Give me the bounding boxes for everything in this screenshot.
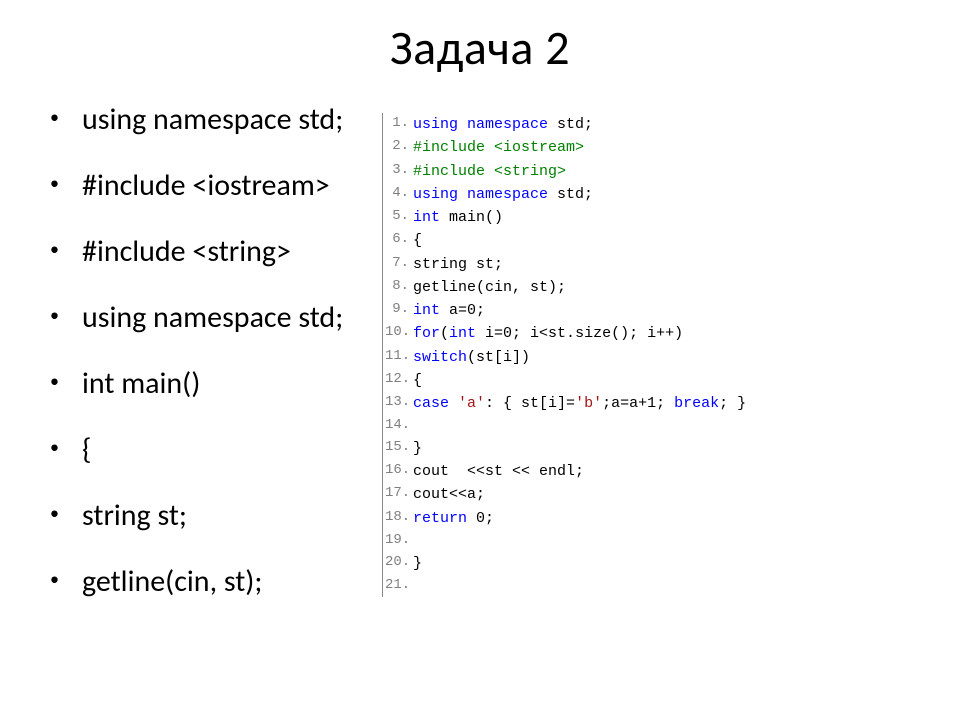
bullet-item: { [46, 435, 386, 465]
line-number: 14. [385, 415, 413, 437]
code-line: 11.switch(st[i]) [385, 346, 862, 369]
code-content: return 0; [413, 507, 494, 530]
line-number: 21. [385, 575, 413, 597]
code-line: 20.} [385, 552, 862, 575]
line-number: 17. [385, 483, 413, 506]
line-number: 13. [385, 392, 413, 415]
bullet-item: using namespace std; [46, 105, 386, 135]
code-line: 1.using namespace std; [385, 113, 862, 136]
bullet-item: getline(cin, st); [46, 567, 386, 597]
line-number: 7. [385, 253, 413, 276]
line-number: 18. [385, 507, 413, 530]
content-area: using namespace std; #include <iostream>… [0, 105, 960, 633]
code-content: cout <<st << endl; [413, 460, 584, 483]
code-line: 6.{ [385, 229, 862, 252]
code-line: 18.return 0; [385, 507, 862, 530]
slide-title: Задача 2 [0, 0, 960, 105]
line-number: 15. [385, 437, 413, 460]
line-number: 1. [385, 113, 413, 136]
line-number: 10. [385, 322, 413, 345]
code-content: { [413, 229, 422, 252]
line-number: 6. [385, 229, 413, 252]
bullet-item: string st; [46, 501, 386, 531]
code-content: for(int i=0; i<st.size(); i++) [413, 322, 683, 345]
line-number: 2. [385, 136, 413, 159]
code-panel: 1.using namespace std;2.#include <iostre… [382, 113, 862, 597]
code-line: 16.cout <<st << endl; [385, 460, 862, 483]
code-content: case 'a': { st[i]='b';a=a+1; break; } [413, 392, 746, 415]
line-number: 19. [385, 530, 413, 552]
bullet-item: int main() [46, 369, 386, 399]
code-content: #include <string> [413, 160, 566, 183]
code-line: 5.int main() [385, 206, 862, 229]
code-line: 2.#include <iostream> [385, 136, 862, 159]
code-line: 14. [385, 415, 862, 437]
code-line: 12.{ [385, 369, 862, 392]
code-line: 17.cout<<a; [385, 483, 862, 506]
code-line: 15.} [385, 437, 862, 460]
code-content: switch(st[i]) [413, 346, 530, 369]
code-content: } [413, 437, 422, 460]
code-content: { [413, 369, 422, 392]
code-line: 10.for(int i=0; i<st.size(); i++) [385, 322, 862, 345]
code-content: } [413, 552, 422, 575]
bullet-item: #include <string> [46, 237, 386, 267]
code-content: getline(cin, st); [413, 276, 566, 299]
bullet-list: using namespace std; #include <iostream>… [46, 105, 386, 633]
code-line: 4.using namespace std; [385, 183, 862, 206]
code-line: 3.#include <string> [385, 160, 862, 183]
code-content: int main() [413, 206, 503, 229]
line-number: 3. [385, 160, 413, 183]
code-line: 13.case 'a': { st[i]='b';a=a+1; break; } [385, 392, 862, 415]
bullet-item: using namespace std; [46, 303, 386, 333]
line-number: 8. [385, 276, 413, 299]
code-line: 7.string st; [385, 253, 862, 276]
line-number: 4. [385, 183, 413, 206]
code-content: using namespace std; [413, 183, 593, 206]
code-line: 9.int a=0; [385, 299, 862, 322]
bullet-item: #include <iostream> [46, 171, 386, 201]
line-number: 11. [385, 346, 413, 369]
code-line: 19. [385, 530, 862, 552]
code-content: string st; [413, 253, 503, 276]
line-number: 16. [385, 460, 413, 483]
code-line: 8.getline(cin, st); [385, 276, 862, 299]
code-content: int a=0; [413, 299, 485, 322]
code-content: #include <iostream> [413, 136, 584, 159]
code-content: cout<<a; [413, 483, 485, 506]
line-number: 5. [385, 206, 413, 229]
line-number: 9. [385, 299, 413, 322]
line-number: 12. [385, 369, 413, 392]
code-content: using namespace std; [413, 113, 593, 136]
line-number: 20. [385, 552, 413, 575]
code-line: 21. [385, 575, 862, 597]
